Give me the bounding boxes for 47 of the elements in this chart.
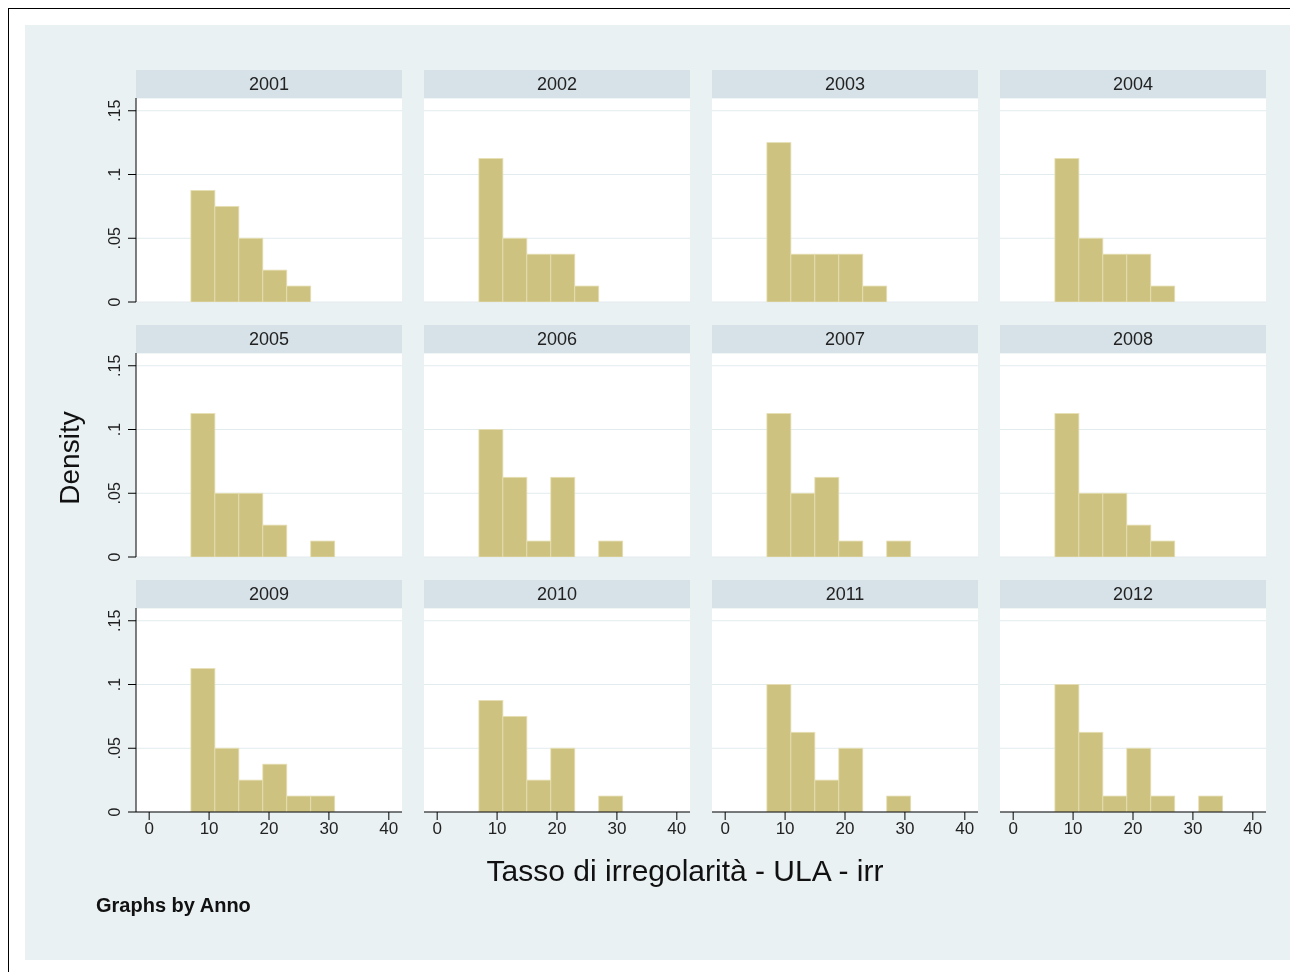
y-tick-label: .1 — [106, 422, 123, 437]
y-tick-label: .15 — [106, 99, 123, 122]
x-tick-label: 20 — [259, 819, 279, 839]
x-tick-label: 40 — [379, 819, 399, 839]
x-tick-label: 30 — [319, 819, 339, 839]
x-tick-label: 30 — [895, 819, 915, 839]
y-tick-label: .15 — [106, 609, 123, 632]
chart-title: 2011 — [712, 580, 978, 608]
chart-title: 2007 — [712, 325, 978, 353]
x-tick-label: 20 — [835, 819, 855, 839]
x-tick-label: 10 — [199, 819, 219, 839]
chart-title: 2004 — [1000, 70, 1266, 98]
chart-title: 2012 — [1000, 580, 1266, 608]
y-tick-label: 0 — [106, 552, 123, 562]
y-tick-label: .1 — [106, 167, 123, 182]
y-tick-label: .05 — [106, 482, 123, 505]
y-tick-label: 0 — [106, 807, 123, 817]
x-tick-label: 10 — [1063, 819, 1083, 839]
x-tick-label: 20 — [547, 819, 567, 839]
x-tick-label: 40 — [955, 819, 975, 839]
x-tick-label: 20 — [1123, 819, 1143, 839]
y-tick-label: .05 — [106, 737, 123, 760]
y-tick-label: .05 — [106, 227, 123, 250]
x-axis-title: Tasso di irregolarità - ULA - irr — [486, 854, 884, 888]
chart-title: 2010 — [424, 580, 690, 608]
text: Graphs by Anno — [96, 894, 251, 917]
chart-title: 2002 — [424, 70, 690, 98]
x-tick-label: 0 — [432, 819, 442, 839]
y-tick-label: .1 — [106, 677, 123, 692]
chart-title: 2008 — [1000, 325, 1266, 353]
x-tick-label: 30 — [607, 819, 627, 839]
x-tick-label: 40 — [667, 819, 687, 839]
x-tick-label: 0 — [144, 819, 154, 839]
y-axis-title: Density — [54, 411, 86, 505]
x-tick-label: 10 — [775, 819, 795, 839]
chart-title: 2005 — [136, 325, 402, 353]
x-tick-label: 30 — [1183, 819, 1203, 839]
x-tick-label: 0 — [1008, 819, 1018, 839]
chart-title: 2003 — [712, 70, 978, 98]
chart-title: 2001 — [136, 70, 402, 98]
x-tick-label: 40 — [1243, 819, 1263, 839]
chart-title: 2009 — [136, 580, 402, 608]
x-tick-label: 0 — [720, 819, 730, 839]
chart-title: 2006 — [424, 325, 690, 353]
x-tick-label: 10 — [487, 819, 507, 839]
y-tick-label: .15 — [106, 354, 123, 377]
y-tick-label: 0 — [106, 297, 123, 307]
